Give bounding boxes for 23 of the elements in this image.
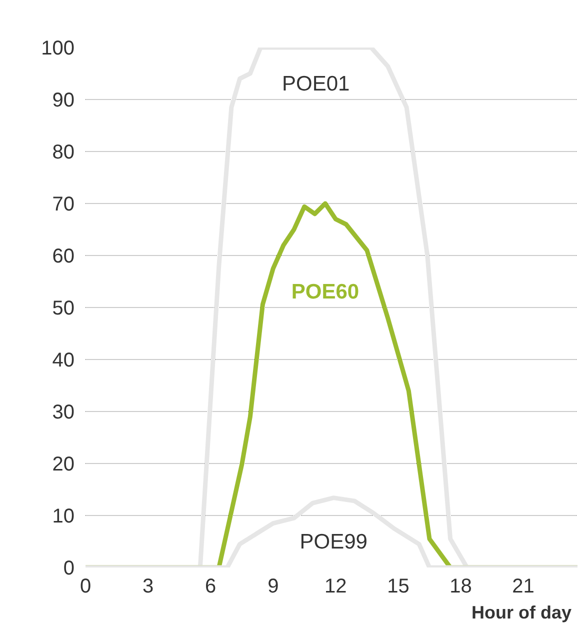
x-tick-label: 18 bbox=[450, 576, 472, 598]
x-tick-label: 12 bbox=[324, 576, 347, 598]
x-tick-label: 6 bbox=[205, 576, 216, 598]
y-tick-label: 100 bbox=[41, 38, 75, 60]
y-tick-label: 40 bbox=[52, 350, 75, 372]
series-label: POE01 bbox=[282, 72, 350, 96]
y-tick-label: 80 bbox=[52, 142, 75, 164]
x-tick-label: 15 bbox=[387, 576, 410, 598]
y-tick-label: 0 bbox=[63, 558, 74, 580]
y-tick-label: 60 bbox=[52, 246, 75, 268]
x-tick-label: 21 bbox=[512, 576, 534, 598]
y-tick-label: 30 bbox=[52, 402, 75, 424]
x-tick-label: 9 bbox=[268, 576, 279, 598]
y-tick-label: 70 bbox=[52, 194, 75, 216]
series-label: POE99 bbox=[300, 530, 368, 554]
series-label: POE60 bbox=[291, 280, 360, 304]
y-tick-label: 10 bbox=[52, 506, 75, 528]
y-tick-label: 50 bbox=[52, 298, 75, 320]
x-tick-label: 3 bbox=[142, 576, 154, 598]
x-tick-label: 0 bbox=[80, 576, 92, 598]
y-tick-label: 20 bbox=[52, 454, 75, 476]
y-tick-label: 90 bbox=[52, 90, 75, 112]
x-axis-title: Hour of day bbox=[472, 602, 572, 622]
